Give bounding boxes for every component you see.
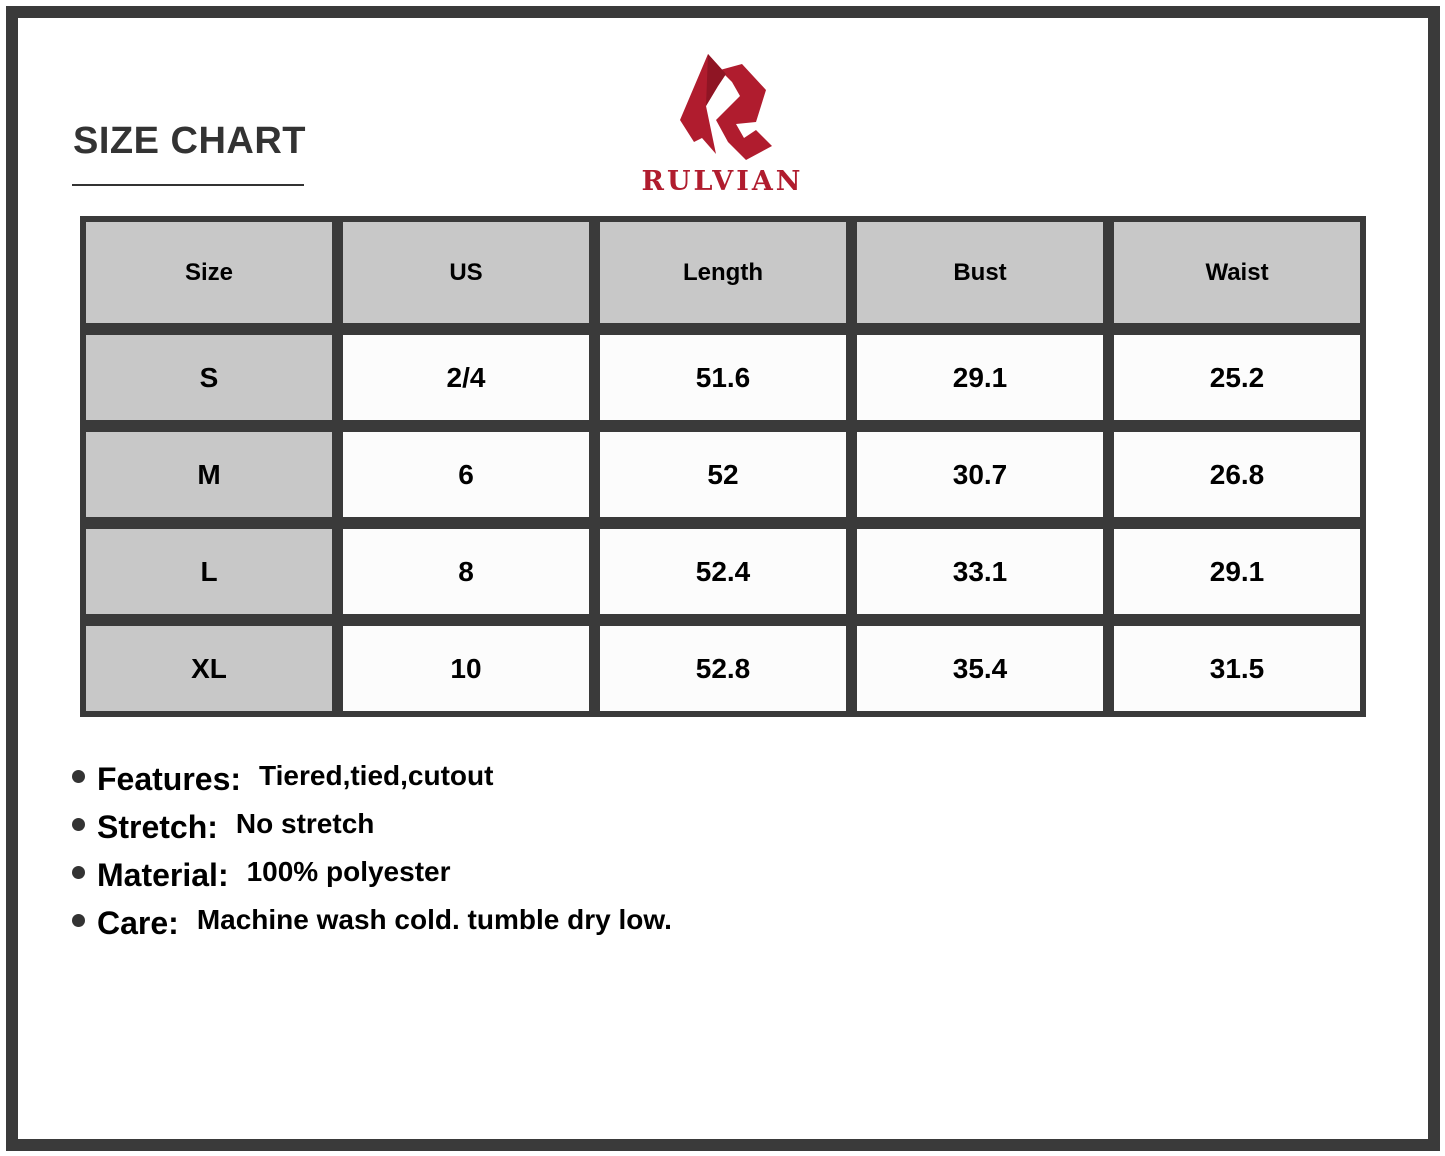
feature-value: No stretch (235, 808, 375, 839)
table-cell-waist: 31.5 (1114, 626, 1360, 711)
feature-item: Stretch: No stretch (72, 800, 672, 848)
bullet-icon (72, 769, 85, 783)
brand-logo-icon (680, 54, 772, 160)
table-cell-bust: 35.4 (857, 626, 1103, 711)
table-cell-bust: 30.7 (857, 432, 1103, 517)
table-cell-length: 52 (600, 432, 846, 517)
table-cell-us: 8 (343, 529, 589, 614)
feature-label: Material: (97, 856, 229, 893)
feature-item: Material: 100% polyester (72, 848, 672, 896)
table-cell-us: 10 (343, 626, 589, 711)
bullet-icon (72, 865, 85, 879)
features-list: Features: Tiered,tied,cutout Stretch: No… (72, 752, 672, 944)
page-title: SIZE CHART (73, 120, 306, 162)
header-size: Size (86, 222, 332, 323)
table-cell-bust: 33.1 (857, 529, 1103, 614)
table-cell-bust: 29.1 (857, 335, 1103, 420)
table-cell-waist: 25.2 (1114, 335, 1360, 420)
feature-value: Tiered,tied,cutout (259, 760, 494, 791)
title-underline (72, 184, 304, 186)
feature-value: Machine wash cold. tumble dry low. (196, 904, 672, 935)
brand-name: RULVIAN (641, 166, 804, 197)
bullet-icon (72, 817, 85, 831)
header-waist: Waist (1114, 222, 1360, 323)
feature-label: Features: (97, 760, 242, 797)
table-cell-length: 51.6 (600, 335, 846, 420)
table-cell-size: M (86, 432, 332, 517)
feature-value: 100% polyester (246, 856, 451, 887)
table-cell-size: S (86, 335, 332, 420)
table-cell-length: 52.4 (600, 529, 846, 614)
header-bust: Bust (857, 222, 1103, 323)
feature-item: Features: Tiered,tied,cutout (72, 752, 672, 800)
bullet-icon (72, 913, 85, 927)
table-cell-length: 52.8 (600, 626, 846, 711)
table-cell-us: 6 (343, 432, 589, 517)
header-us: US (343, 222, 589, 323)
table-cell-waist: 26.8 (1114, 432, 1360, 517)
size-table: Size US Length Bust Waist S 2/4 51.6 29.… (80, 216, 1366, 717)
table-cell-waist: 29.1 (1114, 529, 1360, 614)
table-cell-size: XL (86, 626, 332, 711)
feature-label: Care: (97, 904, 179, 941)
table-cell-us: 2/4 (343, 335, 589, 420)
header-length: Length (600, 222, 846, 323)
feature-item: Care: Machine wash cold. tumble dry low. (72, 896, 672, 944)
table-cell-size: L (86, 529, 332, 614)
feature-label: Stretch: (97, 808, 218, 845)
